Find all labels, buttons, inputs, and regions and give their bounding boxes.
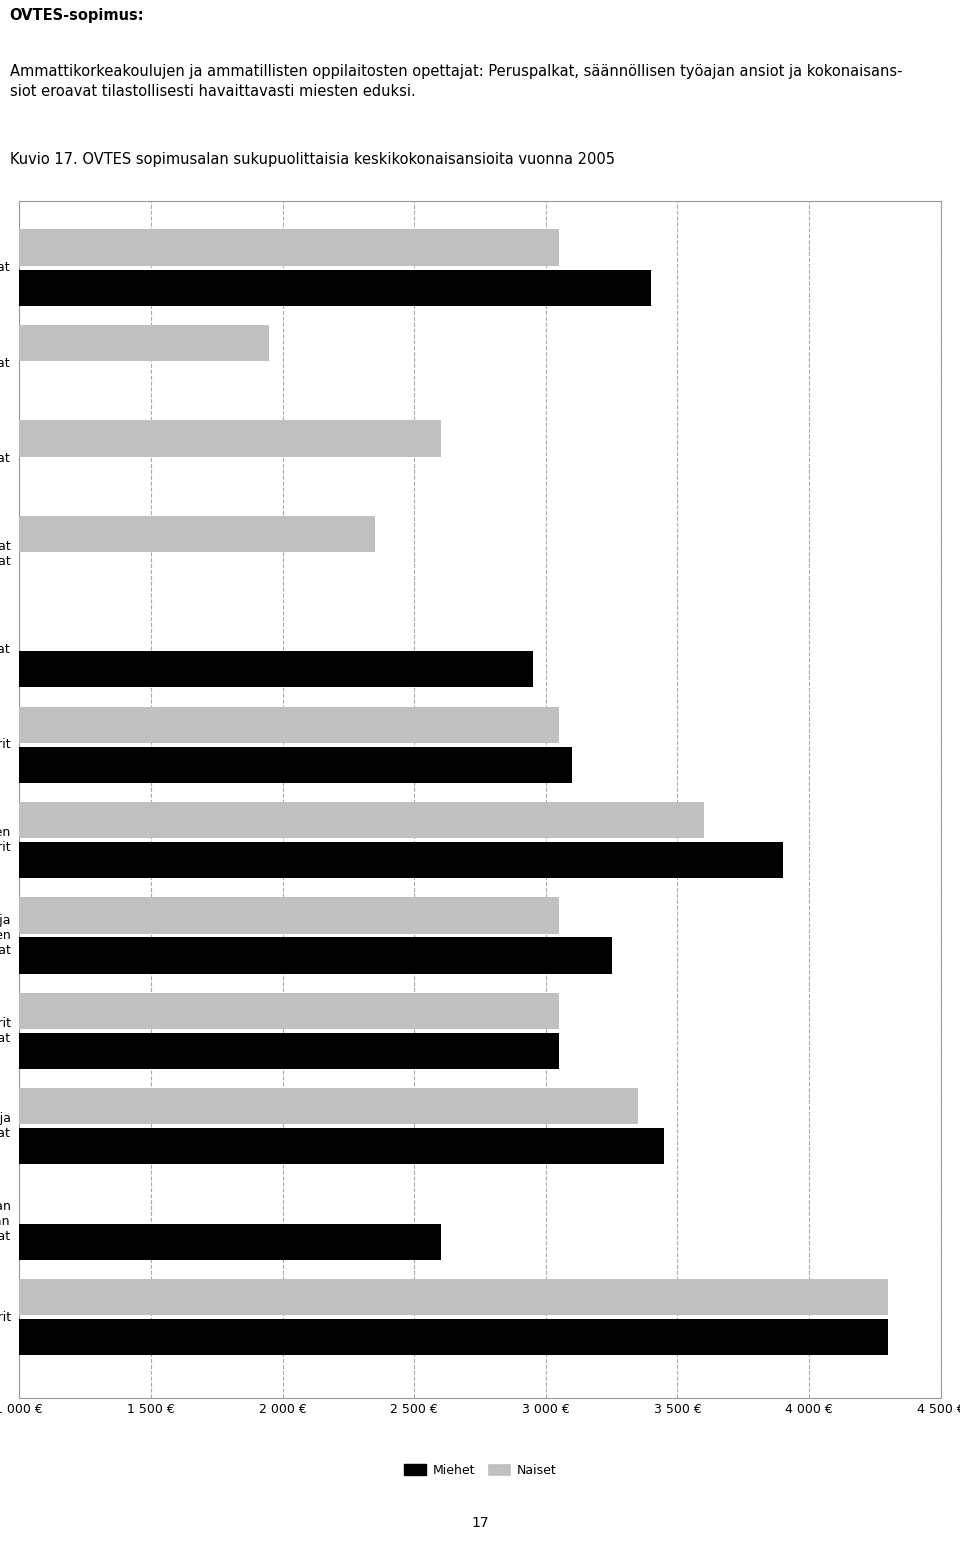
Bar xyxy=(19,230,559,266)
Bar xyxy=(19,1128,664,1165)
Bar xyxy=(19,898,559,933)
Bar xyxy=(19,1088,638,1125)
Text: Kuvio 17. OVTES sopimusalan sukupuolittaisia keskikokonaisansioita vuonna 2005: Kuvio 17. OVTES sopimusalan sukupuolitta… xyxy=(10,153,614,167)
Text: OVTES-sopimus:: OVTES-sopimus: xyxy=(10,8,144,23)
Text: 17: 17 xyxy=(471,1516,489,1530)
Bar xyxy=(19,746,572,783)
Bar xyxy=(19,1279,888,1315)
Bar xyxy=(19,1319,888,1355)
Bar xyxy=(19,420,441,456)
Bar xyxy=(19,1032,559,1069)
Bar xyxy=(19,1224,441,1259)
Bar xyxy=(19,842,782,878)
Bar xyxy=(19,516,374,552)
Bar xyxy=(19,269,651,306)
Bar xyxy=(19,802,704,839)
Bar xyxy=(19,706,559,743)
Bar xyxy=(19,650,533,688)
Text: Ammattikorkeakoulujen ja ammatillisten oppilaitosten opettajat: Peruspalkat, sää: Ammattikorkeakoulujen ja ammatillisten o… xyxy=(10,63,902,99)
Bar xyxy=(19,938,612,973)
Legend: Miehet, Naiset: Miehet, Naiset xyxy=(398,1458,562,1482)
Bar xyxy=(19,324,270,362)
Bar xyxy=(19,993,559,1029)
